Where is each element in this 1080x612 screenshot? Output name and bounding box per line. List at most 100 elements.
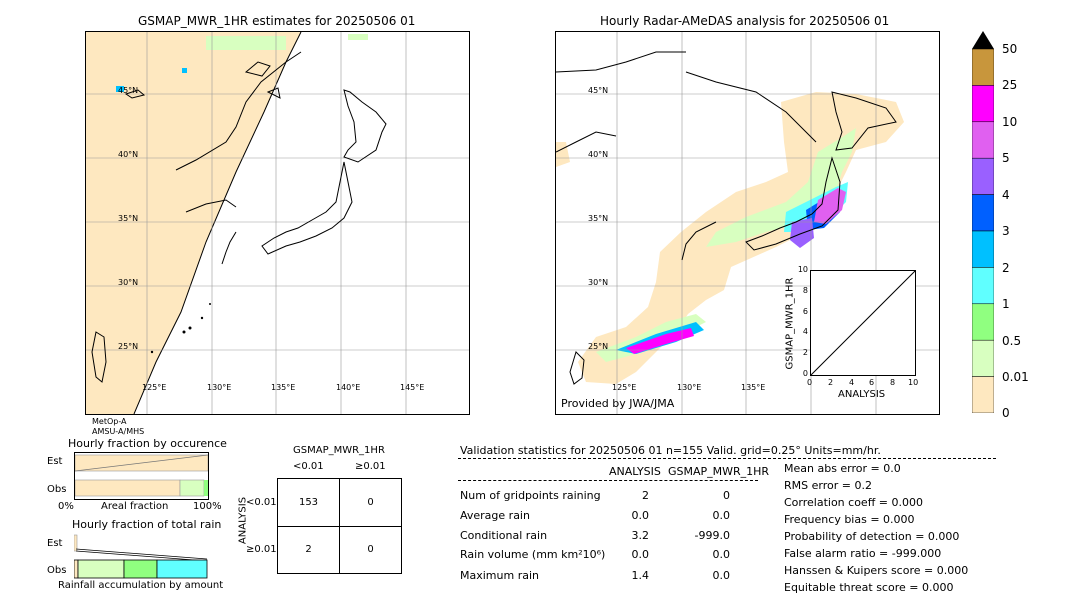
occurrence-xlabel: Areal fraction <box>101 501 169 512</box>
y-tick: 4 <box>802 327 808 336</box>
lat-label: 35°N <box>588 214 609 223</box>
stat-analysis-value: 1.4 <box>631 569 650 582</box>
inset-ylabel: GSMAP_MWR_1HR <box>784 277 796 370</box>
obs-bar-light <box>179 479 205 497</box>
lat-label: 25°N <box>118 342 139 351</box>
inset-xlabel: ANALYSIS <box>838 389 886 400</box>
divider <box>458 480 758 481</box>
contingency-table: 153 0 2 0 <box>277 478 402 574</box>
colorbar-label: 3 <box>1002 224 1010 238</box>
lon-label: 140°E <box>336 383 361 392</box>
contingency-cell: 153 <box>298 497 319 508</box>
data-credit: Provided by JWA/JMA <box>561 397 675 410</box>
stat-gsmap-value: 0 <box>723 489 730 502</box>
x-tick: 10 <box>908 378 919 387</box>
validation-col-analysis: ANALYSIS <box>609 465 661 478</box>
swath-area <box>86 32 301 414</box>
stat-analysis-value: 3.2 <box>631 529 650 542</box>
radar-coverage <box>556 142 570 167</box>
est-rain-line <box>75 550 208 562</box>
contingency-col-label: ≥0.01 <box>355 461 386 472</box>
lat-label: 40°N <box>588 150 609 159</box>
validation-col-gsmap: GSMAP_MWR_1HR <box>668 465 770 478</box>
colorbar-label: 0 <box>1002 406 1010 420</box>
left-map-title: GSMAP_MWR_1HR estimates for 20250506 01 <box>138 14 416 28</box>
occurrence-title: Hourly fraction by occurence <box>68 437 227 450</box>
rain-fraction-title: Hourly fraction of total rain <box>72 518 222 531</box>
score-line: Probability of detection = 0.000 <box>784 530 960 543</box>
colorbar-swatch <box>971 48 995 86</box>
obs-rain-segment <box>123 559 158 579</box>
score-line: Correlation coeff = 0.000 <box>784 496 923 509</box>
validation-header: Validation statistics for 20250506 01 n=… <box>460 444 881 457</box>
score-line: Equitable threat score = 0.000 <box>784 581 954 594</box>
lat-label: 40°N <box>118 150 139 159</box>
obs-rain-segment <box>77 559 125 579</box>
x-tick: 6 <box>869 378 875 387</box>
contingency-col-label: <0.01 <box>293 461 324 472</box>
score-line: False alarm ratio = -999.000 <box>784 547 942 560</box>
colorbar-label: 50 <box>1002 42 1018 56</box>
colorbar-swatch <box>971 157 995 195</box>
inset-scatter-plot <box>810 270 916 376</box>
x-tick: 2 <box>828 378 834 387</box>
rain-fraction-canvas <box>73 534 208 579</box>
right-map-canvas <box>556 32 939 414</box>
rain-cell <box>182 68 187 73</box>
lat-label: 30°N <box>588 278 609 287</box>
rain-cell <box>116 86 124 92</box>
rain-fraction-xlabel: Rainfall accumulation by amount <box>58 580 224 591</box>
x-tick: 8 <box>890 378 896 387</box>
occurrence-est-label: Est <box>47 456 63 467</box>
lon-label: 130°E <box>207 383 232 392</box>
swath-edge <box>133 32 302 414</box>
occurrence-chart <box>74 452 209 500</box>
lon-label: 145°E <box>400 383 425 392</box>
colorbar-label: 0.01 <box>1002 370 1029 384</box>
colorbar-label: 2 <box>1002 261 1010 275</box>
y-tick: 2 <box>802 348 808 357</box>
sensor-label: AMSU-A/MHS <box>92 427 145 436</box>
lon-label: 135°E <box>271 383 296 392</box>
colorbar-label: 25 <box>1002 78 1018 92</box>
lon-label: 135°E <box>741 383 766 392</box>
rain-intense <box>626 328 694 354</box>
x-tick: 4 <box>849 378 855 387</box>
y-tick: 6 <box>802 307 808 316</box>
stat-analysis-value: 2 <box>642 489 649 502</box>
obs-bar-moderate <box>204 480 208 496</box>
stat-label: Rain volume (mm km²10⁶) <box>460 548 606 561</box>
stat-analysis-value: 0.0 <box>631 548 650 561</box>
colorbar-swatch <box>971 194 995 232</box>
stat-gsmap-value: -999.0 <box>694 529 730 542</box>
rain-fraction-chart <box>73 533 208 579</box>
contingency-row-label: ≥0.01 <box>246 544 277 555</box>
stat-label: Maximum rain <box>460 569 539 582</box>
obs-rain-segment <box>73 559 79 579</box>
occurrence-xtick-left: 0% <box>58 501 74 512</box>
colorbar-label: 0.5 <box>1002 334 1022 348</box>
left-map-canvas <box>86 32 469 414</box>
divider <box>458 458 996 459</box>
inset-scatter-canvas <box>810 270 916 376</box>
lat-label: 30°N <box>118 278 139 287</box>
score-line: Hanssen & Kuipers score = 0.000 <box>784 564 969 577</box>
colorbar-label: 4 <box>1002 188 1010 202</box>
x-tick: 0 <box>807 378 813 387</box>
left-map: 45°N 40°N 35°N 30°N 25°N 125°E 130°E 135… <box>85 31 470 415</box>
colorbar <box>971 31 995 414</box>
occurrence-canvas <box>74 454 209 497</box>
est-bar-divider <box>74 454 209 472</box>
lon-label: 130°E <box>677 383 702 392</box>
lat-label: 45°N <box>588 86 609 95</box>
colorbar-label: 10 <box>1002 115 1018 129</box>
rain-obs-label: Obs <box>47 565 67 576</box>
lat-label: 35°N <box>118 214 139 223</box>
rain-est-label: Est <box>47 538 63 549</box>
stat-label: Average rain <box>460 509 530 522</box>
stat-label: Conditional rain <box>460 529 548 542</box>
obs-rain-segment <box>156 559 208 579</box>
lat-label: 25°N <box>588 342 609 351</box>
est-rain-bar <box>73 534 78 552</box>
colorbar-swatch <box>971 303 995 341</box>
